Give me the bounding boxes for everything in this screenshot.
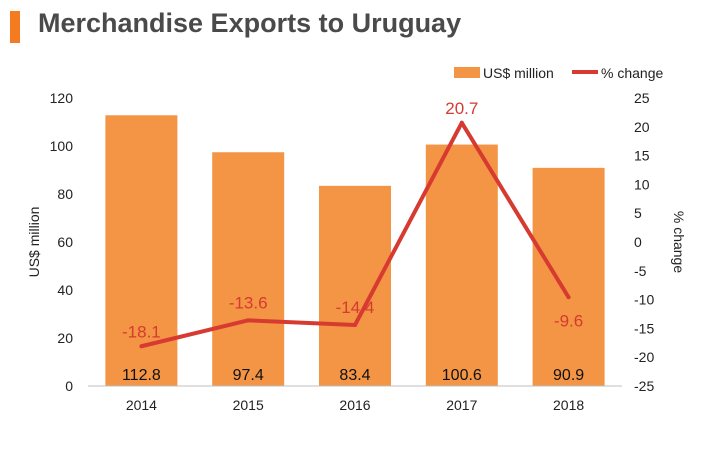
y2-tick-label: -15	[634, 320, 654, 336]
y-axis-title: US$ million	[26, 207, 42, 278]
bar	[319, 185, 391, 386]
legend-bar-swatch	[454, 67, 480, 78]
line-point	[566, 295, 571, 300]
bar-series	[105, 115, 605, 386]
bar-value-label: 112.8	[122, 367, 161, 384]
y-tick-label: 120	[50, 90, 74, 106]
bar-value-labels: 112.8 97.4 83.4 100.6 90.9	[122, 367, 584, 384]
y-tick-label: 80	[57, 186, 73, 202]
bar-value-label: 90.9	[553, 367, 584, 384]
legend: US$ million % change	[454, 65, 663, 81]
x-tick-label: 2016	[339, 397, 370, 413]
x-tick-label: 2015	[233, 397, 264, 413]
x-tick-label: 2014	[126, 397, 157, 413]
bar-value-label: 100.6	[442, 367, 482, 384]
y-tick-label: 40	[57, 282, 73, 298]
line-point	[353, 322, 357, 327]
chart-title: Merchandise Exports to Uruguay	[38, 8, 462, 38]
bar	[425, 144, 498, 386]
y-tick-label: 60	[57, 234, 73, 250]
y2-tick-label: 10	[634, 176, 650, 192]
y-tick-label: 20	[57, 330, 73, 346]
x-tick-label: 2017	[446, 397, 477, 413]
y2-tick-label: 5	[634, 205, 642, 221]
line-value-label: -9.6	[554, 311, 583, 330]
bar	[212, 152, 285, 386]
y2-axis-title: % change	[671, 211, 687, 273]
line-value-label: 20.7	[445, 99, 478, 118]
y-tick-label: 0	[65, 378, 73, 394]
y2-tick-label: -10	[634, 292, 654, 308]
line-point	[139, 344, 144, 349]
line-series: -18.1 -13.6 -14.4 20.7 -9.6	[122, 99, 583, 349]
bar	[532, 167, 605, 386]
line-point	[246, 318, 251, 323]
line-value-label: -14.4	[336, 298, 375, 317]
y2-tick-label: 20	[634, 119, 650, 135]
y-tick-label: 100	[50, 138, 74, 154]
y2-tick-label: -20	[634, 349, 654, 365]
line-value-label: -18.1	[122, 322, 161, 341]
bar-value-label: 97.4	[233, 367, 264, 384]
line-value-label: -13.6	[229, 293, 268, 312]
y2-tick-label: 25	[634, 90, 650, 106]
y2-tick-label: 15	[634, 148, 650, 164]
y2-tick-label: -25	[634, 378, 654, 394]
legend-bar-label: US$ million	[483, 65, 554, 81]
axes: 0 20 40 60 80 100 120 -25 -20 -15 -10 -5 0 5 10 15 20 25 2…	[50, 90, 655, 413]
y2-tick-label: 0	[634, 234, 642, 250]
bar-value-label: 83.4	[339, 367, 370, 384]
title-accent-bar	[10, 11, 20, 43]
x-tick-label: 2018	[553, 397, 584, 413]
legend-line-label: % change	[601, 65, 663, 81]
line-point	[459, 120, 464, 125]
y2-tick-label: -5	[634, 263, 647, 279]
